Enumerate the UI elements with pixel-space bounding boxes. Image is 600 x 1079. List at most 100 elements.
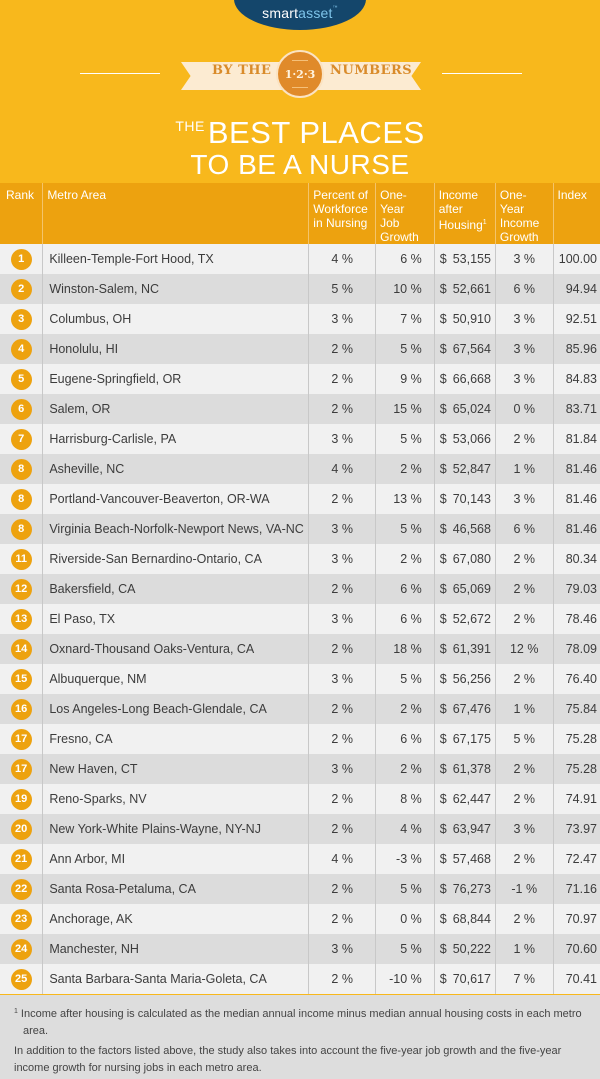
table-row: 13 El Paso, TX 3 % 6 % $52,672 2 % 78.46: [0, 604, 600, 634]
income-after-housing: $52,847: [434, 454, 496, 484]
income-after-housing: $63,947: [434, 814, 496, 844]
col-metro-area: Metro Area: [42, 183, 310, 244]
income-after-housing: $52,661: [434, 274, 496, 304]
job-growth: 2 %: [375, 754, 435, 784]
index-score: 84.83: [565, 372, 597, 386]
smartasset-logo[interactable]: smartasset™: [234, 0, 366, 30]
index-score: 94.94: [565, 282, 597, 296]
table-row: 8 Portland-Vancouver-Beaverton, OR-WA 2 % 1…: [0, 484, 600, 514]
income-growth: 7 %: [495, 964, 554, 994]
percent-workforce: 2 %: [308, 724, 377, 754]
rank-cell: 5: [0, 364, 44, 394]
income-after-housing: $66,668: [434, 364, 496, 394]
metro-area: Albuquerque, NM: [42, 664, 310, 694]
footnote-methodology: In addition to the factors listed above,…: [14, 1045, 562, 1074]
page-title: THEBEST PLACES TO BE A NURSE: [0, 110, 600, 181]
table-row: 20 New York-White Plains-Wayne, NY-NJ 2 % 4…: [0, 814, 600, 844]
rank-cell: 6: [0, 394, 44, 424]
col-income-growth: One-Year Income Growth: [495, 183, 554, 244]
index-score: 83.71: [565, 402, 597, 416]
index-score: 100.00: [558, 252, 597, 266]
rankings-table: Rank Metro Area Percent of Workforce in Nu…: [0, 183, 600, 994]
rank-cell: 19: [0, 784, 44, 814]
rank-badge: 16: [10, 698, 32, 720]
income-after-housing: $70,143: [434, 484, 496, 514]
metro-area: Ann Arbor, MI: [42, 844, 310, 874]
table-row: 17 New Haven, CT 3 % 2 % $61,378 2 % 75.28: [0, 754, 600, 784]
rank-cell: 15: [0, 664, 44, 694]
metro-area: New York-White Plains-Wayne, NY-NJ: [42, 814, 310, 844]
income-growth: 3 %: [495, 814, 554, 844]
rank-cell: 8: [0, 484, 44, 514]
metro-area: Bakersfield, CA: [42, 574, 310, 604]
rank-badge: 17: [10, 728, 32, 750]
metro-area: Portland-Vancouver-Beaverton, OR-WA: [42, 484, 310, 514]
income-growth: 3 %: [495, 304, 554, 334]
header: smartasset™ BY THE NUMBERS 1·2·3 THEBEST…: [0, 0, 600, 183]
banner-left-text: BY THE: [212, 63, 272, 78]
index-score: 92.51: [565, 312, 597, 326]
metro-area: Santa Barbara-Santa Maria-Goleta, CA: [42, 964, 310, 994]
percent-workforce: 3 %: [308, 304, 377, 334]
table-row: 4 Honolulu, HI 2 % 5 % $67,564 3 % 85.96: [0, 334, 600, 364]
income-growth: 3 %: [495, 484, 554, 514]
percent-workforce: 2 %: [308, 394, 377, 424]
job-growth: 6 %: [375, 724, 435, 754]
index-score: 85.96: [565, 342, 597, 356]
col-rank: Rank: [0, 183, 44, 244]
table-row: 1 Killeen-Temple-Fort Hood, TX 4 % 6 % $53,1…: [0, 244, 600, 274]
job-growth: 4 %: [375, 814, 435, 844]
income-after-housing: $56,256: [434, 664, 496, 694]
rank-cell: 11: [0, 544, 44, 574]
metro-area: Manchester, NH: [42, 934, 310, 964]
rank-cell: 8: [0, 514, 44, 544]
rank-badge: 17: [10, 758, 32, 780]
percent-workforce: 3 %: [308, 934, 377, 964]
income-growth: 3 %: [495, 364, 554, 394]
metro-area: Santa Rosa-Petaluma, CA: [42, 874, 310, 904]
percent-workforce: 4 %: [308, 844, 377, 874]
income-growth: 3 %: [495, 334, 554, 364]
table-row: 16 Los Angeles-Long Beach-Glendale, CA 2 %…: [0, 694, 600, 724]
percent-workforce: 3 %: [308, 544, 377, 574]
rank-badge: 3: [10, 308, 32, 330]
index-score: 81.46: [565, 522, 597, 536]
rank-cell: 12: [0, 574, 44, 604]
income-after-housing: $50,222: [434, 934, 496, 964]
divider-left: [80, 73, 160, 74]
income-after-housing: $50,910: [434, 304, 496, 334]
metro-area: Columbus, OH: [42, 304, 310, 334]
income-growth: 0 %: [495, 394, 554, 424]
rank-badge: 7: [10, 428, 32, 450]
income-after-housing: $65,069: [434, 574, 496, 604]
income-after-housing: $70,617: [434, 964, 496, 994]
income-growth: 2 %: [495, 574, 554, 604]
metro-area: Oxnard-Thousand Oaks-Ventura, CA: [42, 634, 310, 664]
rank-cell: 3: [0, 304, 44, 334]
table-row: 7 Harrisburg-Carlisle, PA 3 % 5 % $53,066 2 %…: [0, 424, 600, 454]
rank-cell: 20: [0, 814, 44, 844]
percent-workforce: 4 %: [308, 454, 377, 484]
percent-workforce: 2 %: [308, 574, 377, 604]
income-after-housing: $67,080: [434, 544, 496, 574]
percent-workforce: 2 %: [308, 904, 377, 934]
income-growth: 2 %: [495, 424, 554, 454]
index-score: 81.46: [565, 492, 597, 506]
job-growth: 2 %: [375, 544, 435, 574]
index-score: 78.09: [565, 642, 597, 656]
job-growth: 6 %: [375, 604, 435, 634]
rank-badge: 15: [10, 668, 32, 690]
income-growth: 2 %: [495, 664, 554, 694]
percent-workforce: 2 %: [308, 874, 377, 904]
table-row: 25 Santa Barbara-Santa Maria-Goleta, CA 2 …: [0, 964, 600, 994]
percent-workforce: 2 %: [308, 364, 377, 394]
table-row: 8 Asheville, NC 4 % 2 % $52,847 1 % 81.46: [0, 454, 600, 484]
table-row: 6 Salem, OR 2 % 15 % $65,024 0 % 83.71: [0, 394, 600, 424]
rank-badge: 20: [10, 818, 32, 840]
income-growth: 2 %: [495, 904, 554, 934]
job-growth: 10 %: [375, 274, 435, 304]
rank-badge: 6: [10, 398, 32, 420]
metro-area: Killeen-Temple-Fort Hood, TX: [42, 244, 310, 274]
percent-workforce: 2 %: [308, 694, 377, 724]
job-growth: 0 %: [375, 904, 435, 934]
